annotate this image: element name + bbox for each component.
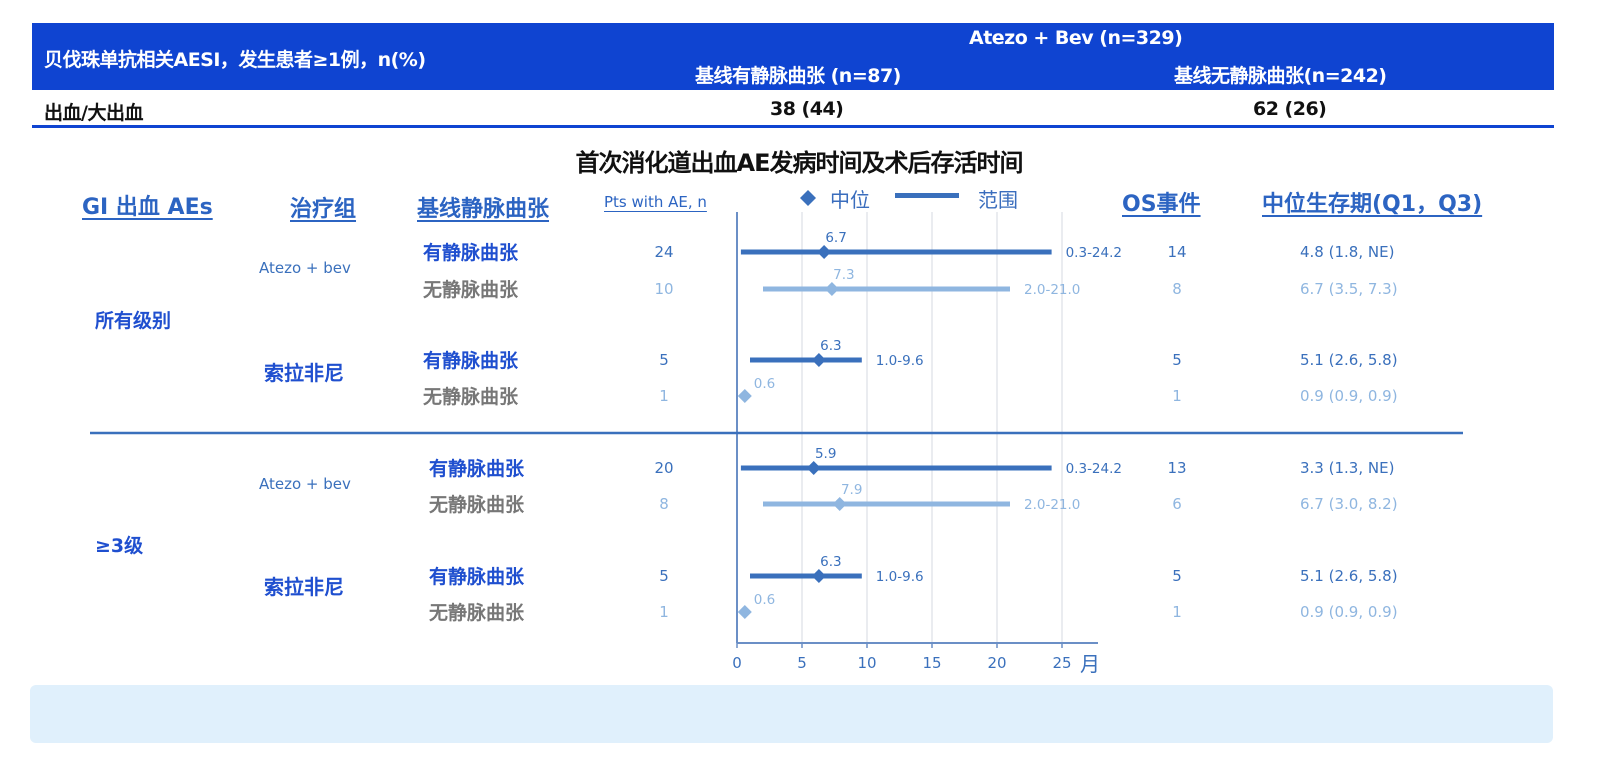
range-label: 2.0-21.0: [1024, 282, 1080, 298]
os-events-value: 13: [1167, 459, 1186, 477]
table-row-header: 贝伐珠单抗相关AESI，发生患者≥1例，n(%): [44, 49, 426, 71]
range-label: 0.3-24.2: [1066, 461, 1122, 477]
treatment-label: 索拉非尼: [264, 361, 344, 385]
median-label: 5.9: [815, 446, 836, 462]
header-varices: 基线静脉曲张: [417, 197, 550, 222]
median-label: 0.6: [754, 376, 775, 392]
x-axis-unit-label: 月: [1080, 652, 1100, 676]
median-diamond: [811, 353, 826, 367]
grade-label: 所有级别: [95, 309, 171, 332]
pts-value: 10: [654, 280, 673, 298]
median-label: 6.3: [820, 554, 841, 570]
header-treatment: 治疗组: [290, 197, 357, 222]
median-label: 0.6: [754, 592, 775, 608]
median-os-value: 0.9 (0.9, 0.9): [1300, 387, 1398, 405]
median-os-value: 3.3 (1.3, NE): [1300, 459, 1394, 477]
pts-value: 24: [654, 243, 673, 261]
pts-value: 1: [659, 603, 669, 621]
median-diamond: [811, 569, 826, 583]
x-tick-label: 15: [922, 654, 941, 672]
header-gi-bleeding: GI 出血 AEs: [82, 195, 213, 220]
legend-median-label: 中位: [830, 188, 870, 212]
median-diamond: [737, 389, 752, 403]
varices-label: 有静脉曲张: [429, 565, 525, 588]
grade-label: ≥3级: [95, 534, 143, 557]
x-tick-label: 5: [797, 654, 807, 672]
table-col2-header: 基线无静脉曲张(n=242): [1174, 65, 1387, 87]
legend-range-label: 范围: [978, 188, 1018, 212]
table-row-label: 出血/大出血: [44, 102, 143, 124]
footer-note-box: [30, 685, 1553, 743]
os-events-value: 5: [1172, 351, 1182, 369]
treatment-label: Atezo + bev: [259, 259, 351, 277]
chart-title: 首次消化道出血AE发病时间及术后存活时间: [575, 149, 1024, 177]
range-label: 2.0-21.0: [1024, 497, 1080, 513]
pts-value: 1: [659, 387, 669, 405]
range-label: 1.0-9.6: [876, 569, 924, 585]
os-events-value: 5: [1172, 567, 1182, 585]
median-os-value: 6.7 (3.5, 7.3): [1300, 280, 1398, 298]
table-group-header: Atezo + Bev (n=329): [969, 27, 1183, 49]
x-tick-label: 10: [857, 654, 876, 672]
varices-label: 有静脉曲张: [429, 457, 525, 480]
range-label: 1.0-9.6: [876, 353, 924, 369]
median-os-value: 4.8 (1.8, NE): [1300, 243, 1394, 261]
os-events-value: 14: [1167, 243, 1186, 261]
header-pts-with-ae: Pts with AE, n: [604, 193, 707, 211]
median-os-value: 0.9 (0.9, 0.9): [1300, 603, 1398, 621]
os-events-value: 6: [1172, 495, 1182, 513]
table-col2-value: 62 (26): [1253, 98, 1327, 120]
median-diamond: [832, 497, 847, 511]
median-label: 7.9: [841, 482, 862, 498]
varices-label: 无静脉曲张: [429, 493, 525, 516]
os-events-value: 8: [1172, 280, 1182, 298]
median-os-value: 6.7 (3.0, 8.2): [1300, 495, 1398, 513]
os-events-value: 1: [1172, 387, 1182, 405]
median-label: 7.3: [833, 267, 854, 283]
pts-value: 5: [659, 351, 669, 369]
range-label: 0.3-24.2: [1066, 245, 1122, 261]
pts-value: 8: [659, 495, 669, 513]
table-col1-header: 基线有静脉曲张 (n=87): [695, 65, 901, 87]
pts-value: 20: [654, 459, 673, 477]
pts-value: 5: [659, 567, 669, 585]
table-bottom-rule: [32, 125, 1554, 128]
varices-label: 无静脉曲张: [423, 278, 519, 301]
legend-range-line-icon: [895, 193, 959, 198]
median-label: 6.7: [825, 230, 846, 246]
os-events-value: 1: [1172, 603, 1182, 621]
varices-label: 无静脉曲张: [423, 385, 519, 408]
treatment-label: Atezo + bev: [259, 475, 351, 493]
median-os-value: 5.1 (2.6, 5.8): [1300, 351, 1398, 369]
treatment-label: 索拉非尼: [264, 575, 344, 599]
table-col1-value: 38 (44): [770, 98, 844, 120]
median-os-value: 5.1 (2.6, 5.8): [1300, 567, 1398, 585]
median-diamond: [817, 245, 832, 259]
median-diamond: [737, 605, 752, 619]
x-tick-label: 0: [732, 654, 742, 672]
varices-label: 有静脉曲张: [423, 349, 519, 372]
legend-median-diamond-icon: [800, 190, 816, 206]
varices-label: 无静脉曲张: [429, 601, 525, 624]
median-diamond: [824, 282, 839, 296]
varices-label: 有静脉曲张: [423, 241, 519, 264]
summary-table: 贝伐珠单抗相关AESI，发生患者≥1例，n(%) Atezo + Bev (n=…: [32, 23, 1554, 129]
x-tick-label: 25: [1052, 654, 1071, 672]
header-os-events: OS事件: [1122, 192, 1201, 217]
header-median-os: 中位生存期(Q1，Q3): [1262, 192, 1483, 217]
table-header-band: [32, 23, 1554, 90]
median-diamond: [806, 461, 821, 475]
median-label: 6.3: [820, 338, 841, 354]
x-tick-label: 20: [987, 654, 1006, 672]
